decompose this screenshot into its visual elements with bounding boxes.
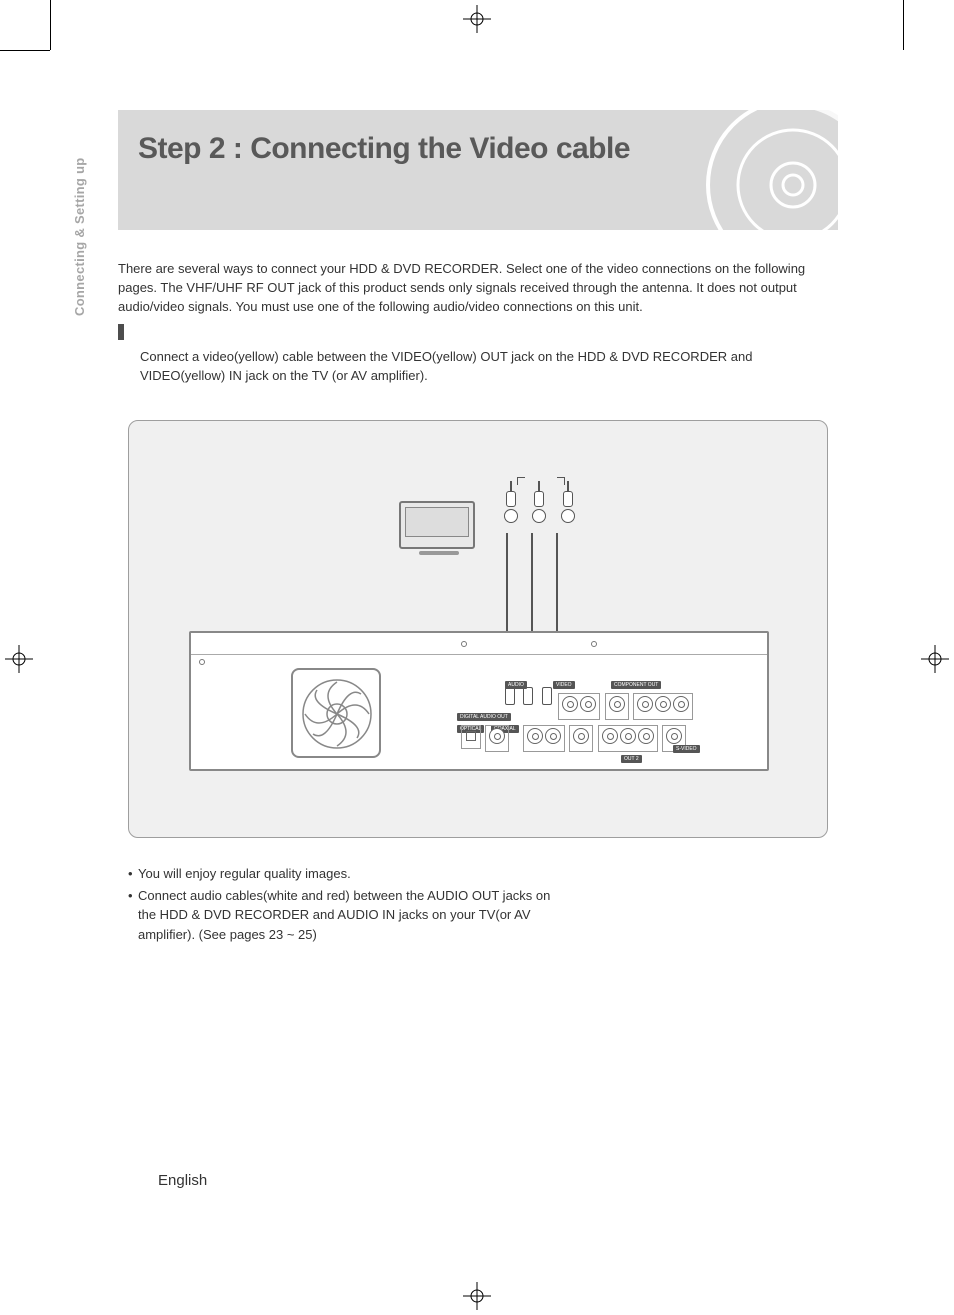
panel-label-digital: DIGITAL AUDIO OUT — [457, 713, 511, 721]
rca-jack-icon — [602, 728, 618, 744]
rca-jack-icon — [545, 728, 561, 744]
rca-jack-icon — [609, 696, 625, 712]
panel-label-component: COMPONENT OUT — [611, 681, 661, 689]
notes-list: You will enjoy regular quality images. C… — [128, 864, 558, 946]
rca-jack-icon — [638, 728, 654, 744]
list-item: You will enjoy regular quality images. — [128, 864, 558, 884]
rca-jack-icon — [562, 696, 578, 712]
crop-mark — [903, 0, 904, 50]
crop-mark — [0, 50, 50, 51]
footer-language: English — [158, 1172, 207, 1189]
registration-mark-icon — [921, 645, 949, 673]
paragraph-marker — [118, 324, 124, 340]
screw-icon — [461, 641, 467, 647]
rca-jack-icon — [580, 696, 596, 712]
output-panel: AUDIO VIDEO COMPONENT OUT DIGITAL AUDIO … — [461, 683, 751, 759]
crop-mark — [50, 0, 51, 50]
rca-jack-icon — [489, 728, 505, 744]
rca-jack-icon — [666, 728, 682, 744]
tv-icon: TV — [399, 501, 479, 559]
intro-text: There are several ways to connect your H… — [118, 260, 838, 317]
panel-label-out2: OUT 2 — [621, 755, 642, 763]
rca-plug-icon — [560, 481, 576, 515]
plug-icon — [542, 687, 552, 705]
connection-diagram: TV — [128, 420, 828, 838]
screw-icon — [591, 641, 597, 647]
rca-plug-icon — [503, 481, 519, 515]
section-tab: Connecting & Setting up — [72, 157, 87, 316]
header-banner: Step 2 : Connecting the Video cable — [118, 110, 838, 230]
rca-jack-icon — [527, 728, 543, 744]
disc-icon — [703, 110, 838, 230]
instruction-text: Connect a video(yellow) cable between th… — [140, 348, 820, 386]
registration-mark-icon — [463, 1282, 491, 1310]
rca-jack-icon — [637, 696, 653, 712]
panel-label-video: VIDEO — [553, 681, 575, 689]
rca-plug-icon — [531, 481, 547, 515]
recorder-rear-panel: AUDIO VIDEO COMPONENT OUT DIGITAL AUDIO … — [189, 631, 769, 771]
rca-jack-icon — [573, 728, 589, 744]
screw-icon — [199, 659, 205, 665]
rca-jack-icon — [620, 728, 636, 744]
plug-icon — [523, 687, 533, 705]
rca-jack-icon — [673, 696, 689, 712]
tv-input-jacks — [499, 481, 580, 520]
fan-grille-icon — [291, 668, 381, 758]
registration-mark-icon — [5, 645, 33, 673]
list-item: Connect audio cables(white and red) betw… — [128, 886, 558, 945]
rca-jack-icon — [655, 696, 671, 712]
tv-label: TV — [401, 517, 473, 528]
plug-icon — [505, 687, 515, 705]
registration-mark-icon — [463, 5, 491, 33]
panel-label-svideo: S-VIDEO — [673, 745, 700, 753]
